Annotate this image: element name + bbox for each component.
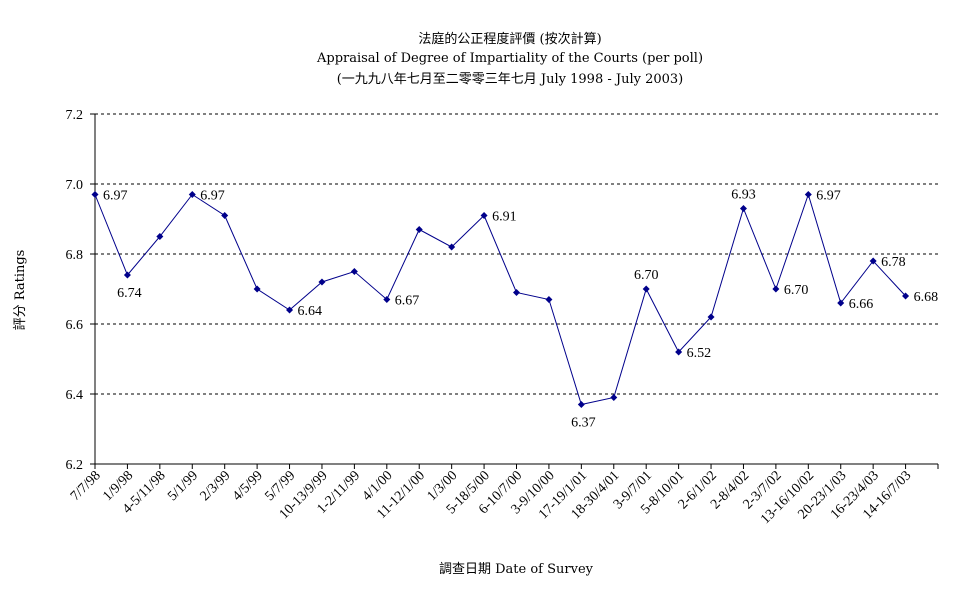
data-label: 6.52 bbox=[687, 346, 712, 361]
data-point bbox=[350, 268, 358, 275]
data-point bbox=[448, 243, 456, 251]
y-tick-label: 6.6 bbox=[66, 318, 84, 333]
y-tick-label: 6.4 bbox=[66, 388, 84, 403]
data-label: 6.91 bbox=[492, 210, 516, 225]
series-line bbox=[94, 192, 906, 406]
x-tick-label: 7/7/98 bbox=[68, 468, 104, 504]
data-point bbox=[675, 348, 683, 356]
data-point bbox=[837, 299, 845, 307]
data-labels: 6.97 6.74 6.97 6.64 6.67 6.91 6.37 6.70 6.52 6.93… bbox=[103, 188, 938, 431]
data-point bbox=[610, 394, 618, 401]
data-point bbox=[221, 212, 229, 219]
data-label: 6.97 bbox=[816, 189, 841, 204]
x-tick-labels: 7/7/981/9/984-5/11/985/1/992/3/994/5/995… bbox=[68, 468, 914, 527]
data-point bbox=[642, 285, 650, 293]
data-label: 6.64 bbox=[298, 304, 323, 319]
series-ratings bbox=[91, 191, 910, 408]
data-point bbox=[415, 226, 423, 233]
data-point bbox=[804, 191, 812, 198]
data-point bbox=[902, 292, 910, 300]
data-point bbox=[480, 212, 488, 219]
y-tick-label: 6.8 bbox=[66, 248, 84, 263]
data-point bbox=[707, 313, 715, 321]
data-point bbox=[772, 285, 780, 293]
data-label: 6.97 bbox=[103, 189, 128, 204]
data-point bbox=[577, 401, 585, 408]
chart-subtitle-dates: (一九九八年七月至二零零三年七月 July 1998 - July 2003) bbox=[337, 72, 684, 87]
data-point bbox=[156, 233, 164, 240]
gridlines bbox=[95, 113, 938, 395]
data-label: 6.67 bbox=[395, 294, 420, 309]
y-tick-label: 7.2 bbox=[66, 108, 84, 123]
data-label: 6.78 bbox=[881, 255, 906, 270]
data-point bbox=[318, 278, 326, 286]
axes bbox=[90, 113, 939, 469]
data-point bbox=[545, 296, 553, 303]
data-label: 6.70 bbox=[784, 283, 809, 298]
data-label: 6.37 bbox=[571, 416, 596, 431]
data-label: 6.66 bbox=[849, 297, 874, 312]
data-point bbox=[869, 257, 877, 265]
data-label: 6.93 bbox=[731, 188, 756, 203]
data-point bbox=[91, 191, 99, 198]
y-tick-label: 6.2 bbox=[66, 458, 84, 473]
data-point bbox=[513, 289, 520, 296]
chart-subtitle: Appraisal of Degree of Impartiality of t… bbox=[316, 51, 703, 66]
data-label: 6.70 bbox=[634, 268, 659, 283]
data-point bbox=[253, 285, 261, 293]
data-point bbox=[123, 271, 131, 279]
data-point bbox=[383, 296, 391, 303]
x-tick-label: 2/3/99 bbox=[198, 468, 234, 504]
x-tick-label: 4/5/99 bbox=[230, 468, 266, 504]
y-axis-label: 評分 Ratings bbox=[13, 250, 28, 331]
data-point bbox=[739, 205, 747, 212]
x-axis-label: 調查日期 Date of Survey bbox=[439, 562, 594, 577]
data-point bbox=[286, 306, 294, 314]
data-label: 6.97 bbox=[200, 189, 225, 204]
y-tick-label: 7.0 bbox=[66, 178, 84, 193]
data-label: 6.68 bbox=[914, 290, 939, 305]
y-tick-labels: 6.2 6.4 6.6 6.8 7.0 7.2 bbox=[66, 108, 84, 473]
data-label: 6.74 bbox=[117, 286, 142, 301]
data-point bbox=[188, 191, 196, 198]
x-tick-label: 5/1/99 bbox=[165, 468, 201, 504]
chart-title: 法庭的公正程度評價 (按次計算) bbox=[418, 31, 601, 47]
